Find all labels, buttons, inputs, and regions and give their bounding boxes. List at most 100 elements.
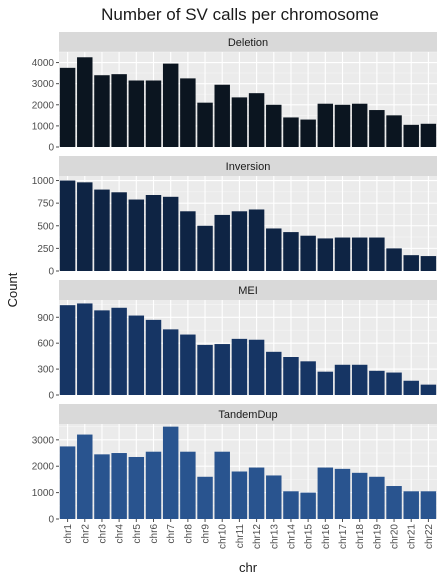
bar-mei-chr8 <box>180 334 196 395</box>
bar-inversion-chr10 <box>214 214 230 271</box>
y-tick-label: 0 <box>48 391 54 402</box>
bar-mei-chr6 <box>145 319 162 395</box>
bar-mei-chr13 <box>266 351 282 395</box>
bar-mei-chr1 <box>59 305 76 395</box>
x-tick-label: chr5 <box>132 524 143 544</box>
bar-inversion-chr17 <box>334 237 351 271</box>
x-tick-label: chr1 <box>63 524 74 544</box>
y-tick-label: 250 <box>37 244 54 255</box>
x-tick-label: chr19 <box>372 524 383 549</box>
bar-mei-chr11 <box>231 338 248 395</box>
x-tick-label: chr8 <box>183 524 194 544</box>
facet-strip-label: TandemDup <box>218 409 277 421</box>
facet-strip-label: Inversion <box>226 161 271 173</box>
x-axis-title: chr <box>239 560 258 575</box>
bar-deletion-chr21 <box>403 124 419 147</box>
y-tick-label: 500 <box>37 221 54 232</box>
y-tick-label: 0 <box>48 143 54 154</box>
facet-panel-inversion: Inversion 0 250 500 750 1000 <box>32 156 437 278</box>
bar-tandemdup-chr11 <box>231 471 248 519</box>
x-tick-label: chr21 <box>407 524 418 549</box>
bar-inversion-chr11 <box>231 211 248 271</box>
bar-mei-chr20 <box>386 372 402 395</box>
bar-deletion-chr14 <box>283 117 299 147</box>
bar-inversion-chr8 <box>180 211 196 271</box>
bar-tandemdup-chr20 <box>386 486 402 519</box>
bar-tandemdup-chr13 <box>266 475 282 519</box>
bar-inversion-chr9 <box>197 225 213 271</box>
bar-mei-chr7 <box>162 329 179 395</box>
bar-inversion-chr16 <box>317 238 334 271</box>
chart-title: Number of SV calls per chromosome <box>101 5 379 24</box>
bar-inversion-chr7 <box>162 196 179 271</box>
bar-tandemdup-chr17 <box>334 468 351 519</box>
bar-deletion-chr12 <box>248 93 265 147</box>
bar-inversion-chr15 <box>300 235 316 271</box>
bar-tandemdup-chr16 <box>317 467 334 519</box>
x-tick-label: chr7 <box>166 524 177 544</box>
bar-deletion-chr2 <box>77 57 93 147</box>
facet-strip-label: MEI <box>238 285 258 297</box>
x-tick-label: chr14 <box>286 524 297 549</box>
bar-tandemdup-chr3 <box>94 454 110 519</box>
bar-deletion-chr4 <box>111 74 127 147</box>
bar-deletion-chr10 <box>214 84 230 147</box>
x-tick-label: chr4 <box>115 524 126 544</box>
bar-deletion-chr9 <box>197 102 213 147</box>
bar-mei-chr17 <box>334 364 351 395</box>
bar-inversion-chr14 <box>283 232 299 271</box>
bar-deletion-chr5 <box>128 80 145 147</box>
bar-deletion-chr19 <box>369 110 385 147</box>
bar-inversion-chr21 <box>403 255 419 271</box>
bar-mei-chr9 <box>197 344 213 395</box>
bar-inversion-chr13 <box>266 228 282 271</box>
bar-tandemdup-chr14 <box>283 491 299 519</box>
bar-tandemdup-chr6 <box>145 451 162 519</box>
bar-tandemdup-chr8 <box>180 451 196 519</box>
bar-deletion-chr7 <box>162 63 179 147</box>
bar-mei-chr10 <box>214 344 230 395</box>
bar-mei-chr5 <box>128 315 145 395</box>
bar-inversion-chr18 <box>351 237 368 271</box>
bar-tandemdup-chr21 <box>403 491 419 519</box>
bar-mei-chr2 <box>77 303 93 395</box>
bar-tandemdup-chr18 <box>351 472 368 519</box>
y-tick-label: 4000 <box>32 58 55 69</box>
bar-deletion-chr16 <box>317 103 334 147</box>
bar-deletion-chr11 <box>231 97 248 147</box>
y-tick-label: 3000 <box>32 435 55 446</box>
x-tick-label: chr13 <box>269 524 280 549</box>
bar-mei-chr22 <box>420 384 437 395</box>
y-tick-label: 600 <box>37 339 54 350</box>
bar-deletion-chr17 <box>334 104 351 147</box>
bar-tandemdup-chr7 <box>162 426 179 519</box>
bar-tandemdup-chr10 <box>214 451 230 519</box>
facet-panels: Deletion01000200030004000Inversion025050… <box>32 32 437 526</box>
bar-deletion-chr3 <box>94 75 110 147</box>
bar-tandemdup-chr15 <box>300 492 316 519</box>
bar-tandemdup-chr4 <box>111 453 127 519</box>
bar-inversion-chr22 <box>420 256 437 271</box>
x-tick-label: chr11 <box>235 524 246 549</box>
facet-panel-tandemdup: TandemDup 0 1000 2000 3000 <box>32 404 437 526</box>
bar-deletion-chr6 <box>145 80 162 147</box>
x-tick-label: chr9 <box>201 524 212 544</box>
bar-inversion-chr3 <box>94 189 110 271</box>
y-tick-label: 3000 <box>32 79 55 90</box>
bar-inversion-chr1 <box>59 180 76 271</box>
bar-inversion-chr2 <box>77 182 93 271</box>
facet-strip <box>59 32 437 52</box>
x-tick-label: chr12 <box>252 524 263 549</box>
x-tick-label: chr16 <box>321 524 332 549</box>
bar-deletion-chr8 <box>180 78 196 147</box>
y-tick-label: 900 <box>37 313 54 324</box>
x-axis: chr1 chr2 chr3 chr4 chr5 chr6 chr7 chr8 chr9 chr1… <box>63 519 435 549</box>
bar-inversion-chr5 <box>128 199 145 271</box>
bar-deletion-chr15 <box>300 119 316 147</box>
y-tick-label: 2000 <box>32 462 55 473</box>
bar-tandemdup-chr5 <box>128 456 145 519</box>
facet-strip <box>59 280 437 300</box>
facet-panel-mei: MEI 0 300 600 900 <box>37 280 437 402</box>
y-tick-label: 300 <box>37 365 54 376</box>
facet-strip-label: Deletion <box>228 37 268 49</box>
